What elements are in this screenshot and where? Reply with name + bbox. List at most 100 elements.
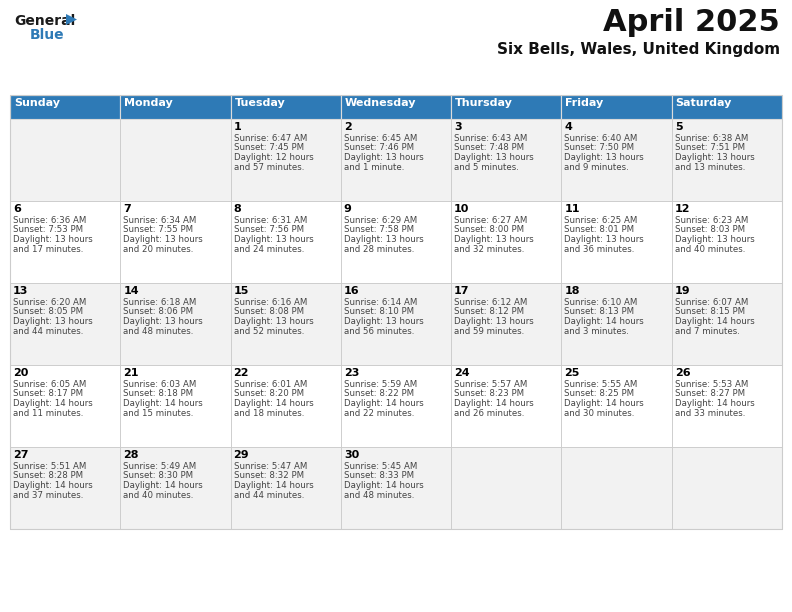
Text: 4: 4 <box>565 122 573 132</box>
Text: and 52 minutes.: and 52 minutes. <box>234 326 304 335</box>
Text: Daylight: 13 hours: Daylight: 13 hours <box>344 153 424 162</box>
Bar <box>230 365 341 447</box>
Text: Sunrise: 6:38 AM: Sunrise: 6:38 AM <box>675 134 748 143</box>
Text: Blue: Blue <box>30 28 65 42</box>
Bar <box>120 447 230 529</box>
Text: 18: 18 <box>565 286 580 296</box>
Text: and 48 minutes.: and 48 minutes. <box>344 490 414 499</box>
Text: Sunset: 8:23 PM: Sunset: 8:23 PM <box>454 389 524 398</box>
Bar <box>672 283 782 365</box>
Text: and 48 minutes.: and 48 minutes. <box>124 326 194 335</box>
Text: 16: 16 <box>344 286 360 296</box>
Bar <box>230 119 341 201</box>
Text: 2: 2 <box>344 122 352 132</box>
Text: Daylight: 13 hours: Daylight: 13 hours <box>565 153 644 162</box>
Text: Sunset: 7:55 PM: Sunset: 7:55 PM <box>124 225 193 234</box>
Text: and 5 minutes.: and 5 minutes. <box>454 163 519 171</box>
Bar <box>230 95 341 119</box>
Text: 20: 20 <box>13 368 29 378</box>
Text: Daylight: 13 hours: Daylight: 13 hours <box>124 235 203 244</box>
Bar <box>672 447 782 529</box>
Bar <box>341 447 451 529</box>
Text: April 2025: April 2025 <box>604 8 780 37</box>
Text: Sunrise: 6:12 AM: Sunrise: 6:12 AM <box>454 298 527 307</box>
Text: Daylight: 13 hours: Daylight: 13 hours <box>565 235 644 244</box>
Text: Sunrise: 5:47 AM: Sunrise: 5:47 AM <box>234 462 307 471</box>
Bar <box>562 119 672 201</box>
Text: Sunrise: 6:25 AM: Sunrise: 6:25 AM <box>565 216 638 225</box>
Bar <box>120 201 230 283</box>
Bar <box>10 95 120 119</box>
Text: Sunset: 8:27 PM: Sunset: 8:27 PM <box>675 389 744 398</box>
Bar <box>10 365 120 447</box>
Bar <box>230 201 341 283</box>
Text: Tuesday: Tuesday <box>234 98 285 108</box>
Text: Sunrise: 6:03 AM: Sunrise: 6:03 AM <box>124 380 196 389</box>
Text: Sunset: 8:32 PM: Sunset: 8:32 PM <box>234 471 303 480</box>
Text: Daylight: 13 hours: Daylight: 13 hours <box>344 317 424 326</box>
Text: Sunset: 8:08 PM: Sunset: 8:08 PM <box>234 307 303 316</box>
Text: Daylight: 12 hours: Daylight: 12 hours <box>234 153 314 162</box>
Bar <box>120 119 230 201</box>
Text: 3: 3 <box>454 122 462 132</box>
Text: Sunrise: 6:16 AM: Sunrise: 6:16 AM <box>234 298 307 307</box>
Text: Daylight: 14 hours: Daylight: 14 hours <box>13 481 93 490</box>
Text: Daylight: 14 hours: Daylight: 14 hours <box>565 317 644 326</box>
Text: 15: 15 <box>234 286 249 296</box>
Text: 28: 28 <box>124 450 139 460</box>
Text: Sunrise: 6:31 AM: Sunrise: 6:31 AM <box>234 216 307 225</box>
Text: Daylight: 13 hours: Daylight: 13 hours <box>13 235 93 244</box>
Text: Daylight: 14 hours: Daylight: 14 hours <box>565 399 644 408</box>
Bar <box>562 95 672 119</box>
Text: Sunrise: 6:29 AM: Sunrise: 6:29 AM <box>344 216 417 225</box>
Text: and 40 minutes.: and 40 minutes. <box>675 245 745 253</box>
Text: Daylight: 14 hours: Daylight: 14 hours <box>344 481 424 490</box>
Bar <box>672 201 782 283</box>
Text: Sunrise: 5:57 AM: Sunrise: 5:57 AM <box>454 380 527 389</box>
Text: Sunrise: 6:20 AM: Sunrise: 6:20 AM <box>13 298 86 307</box>
Text: Daylight: 13 hours: Daylight: 13 hours <box>13 317 93 326</box>
Text: Sunset: 8:18 PM: Sunset: 8:18 PM <box>124 389 193 398</box>
Text: and 44 minutes.: and 44 minutes. <box>13 326 83 335</box>
Text: Daylight: 13 hours: Daylight: 13 hours <box>234 235 314 244</box>
Text: and 11 minutes.: and 11 minutes. <box>13 408 83 417</box>
Text: Daylight: 14 hours: Daylight: 14 hours <box>675 317 755 326</box>
Text: Sunrise: 6:10 AM: Sunrise: 6:10 AM <box>565 298 638 307</box>
Text: and 17 minutes.: and 17 minutes. <box>13 245 83 253</box>
Text: Sunset: 8:00 PM: Sunset: 8:00 PM <box>454 225 524 234</box>
Text: 11: 11 <box>565 204 580 214</box>
Text: Sunrise: 6:01 AM: Sunrise: 6:01 AM <box>234 380 307 389</box>
Text: 8: 8 <box>234 204 242 214</box>
Bar <box>120 365 230 447</box>
Text: Sunset: 8:03 PM: Sunset: 8:03 PM <box>675 225 744 234</box>
Bar <box>341 119 451 201</box>
Text: and 28 minutes.: and 28 minutes. <box>344 245 414 253</box>
Bar <box>562 201 672 283</box>
Text: Daylight: 14 hours: Daylight: 14 hours <box>234 399 314 408</box>
Text: Sunset: 7:51 PM: Sunset: 7:51 PM <box>675 143 744 152</box>
Text: and 1 minute.: and 1 minute. <box>344 163 404 171</box>
Text: Sunrise: 6:34 AM: Sunrise: 6:34 AM <box>124 216 196 225</box>
Text: Sunrise: 6:05 AM: Sunrise: 6:05 AM <box>13 380 86 389</box>
Text: Saturday: Saturday <box>676 98 732 108</box>
Bar <box>10 283 120 365</box>
Text: Sunrise: 6:45 AM: Sunrise: 6:45 AM <box>344 134 417 143</box>
Text: Daylight: 14 hours: Daylight: 14 hours <box>124 481 203 490</box>
Text: Sunset: 8:28 PM: Sunset: 8:28 PM <box>13 471 83 480</box>
Bar <box>562 283 672 365</box>
Text: Sunset: 7:56 PM: Sunset: 7:56 PM <box>234 225 303 234</box>
Text: and 24 minutes.: and 24 minutes. <box>234 245 304 253</box>
Text: Sunset: 8:10 PM: Sunset: 8:10 PM <box>344 307 414 316</box>
Text: 12: 12 <box>675 204 690 214</box>
Text: Sunset: 7:58 PM: Sunset: 7:58 PM <box>344 225 414 234</box>
Text: and 20 minutes.: and 20 minutes. <box>124 245 194 253</box>
Text: 22: 22 <box>234 368 249 378</box>
Bar <box>451 119 562 201</box>
Text: Sunrise: 6:23 AM: Sunrise: 6:23 AM <box>675 216 748 225</box>
Text: Daylight: 13 hours: Daylight: 13 hours <box>675 235 755 244</box>
Text: Sunrise: 6:40 AM: Sunrise: 6:40 AM <box>565 134 638 143</box>
Bar <box>341 365 451 447</box>
Text: 23: 23 <box>344 368 360 378</box>
Text: 1: 1 <box>234 122 242 132</box>
Text: 30: 30 <box>344 450 359 460</box>
